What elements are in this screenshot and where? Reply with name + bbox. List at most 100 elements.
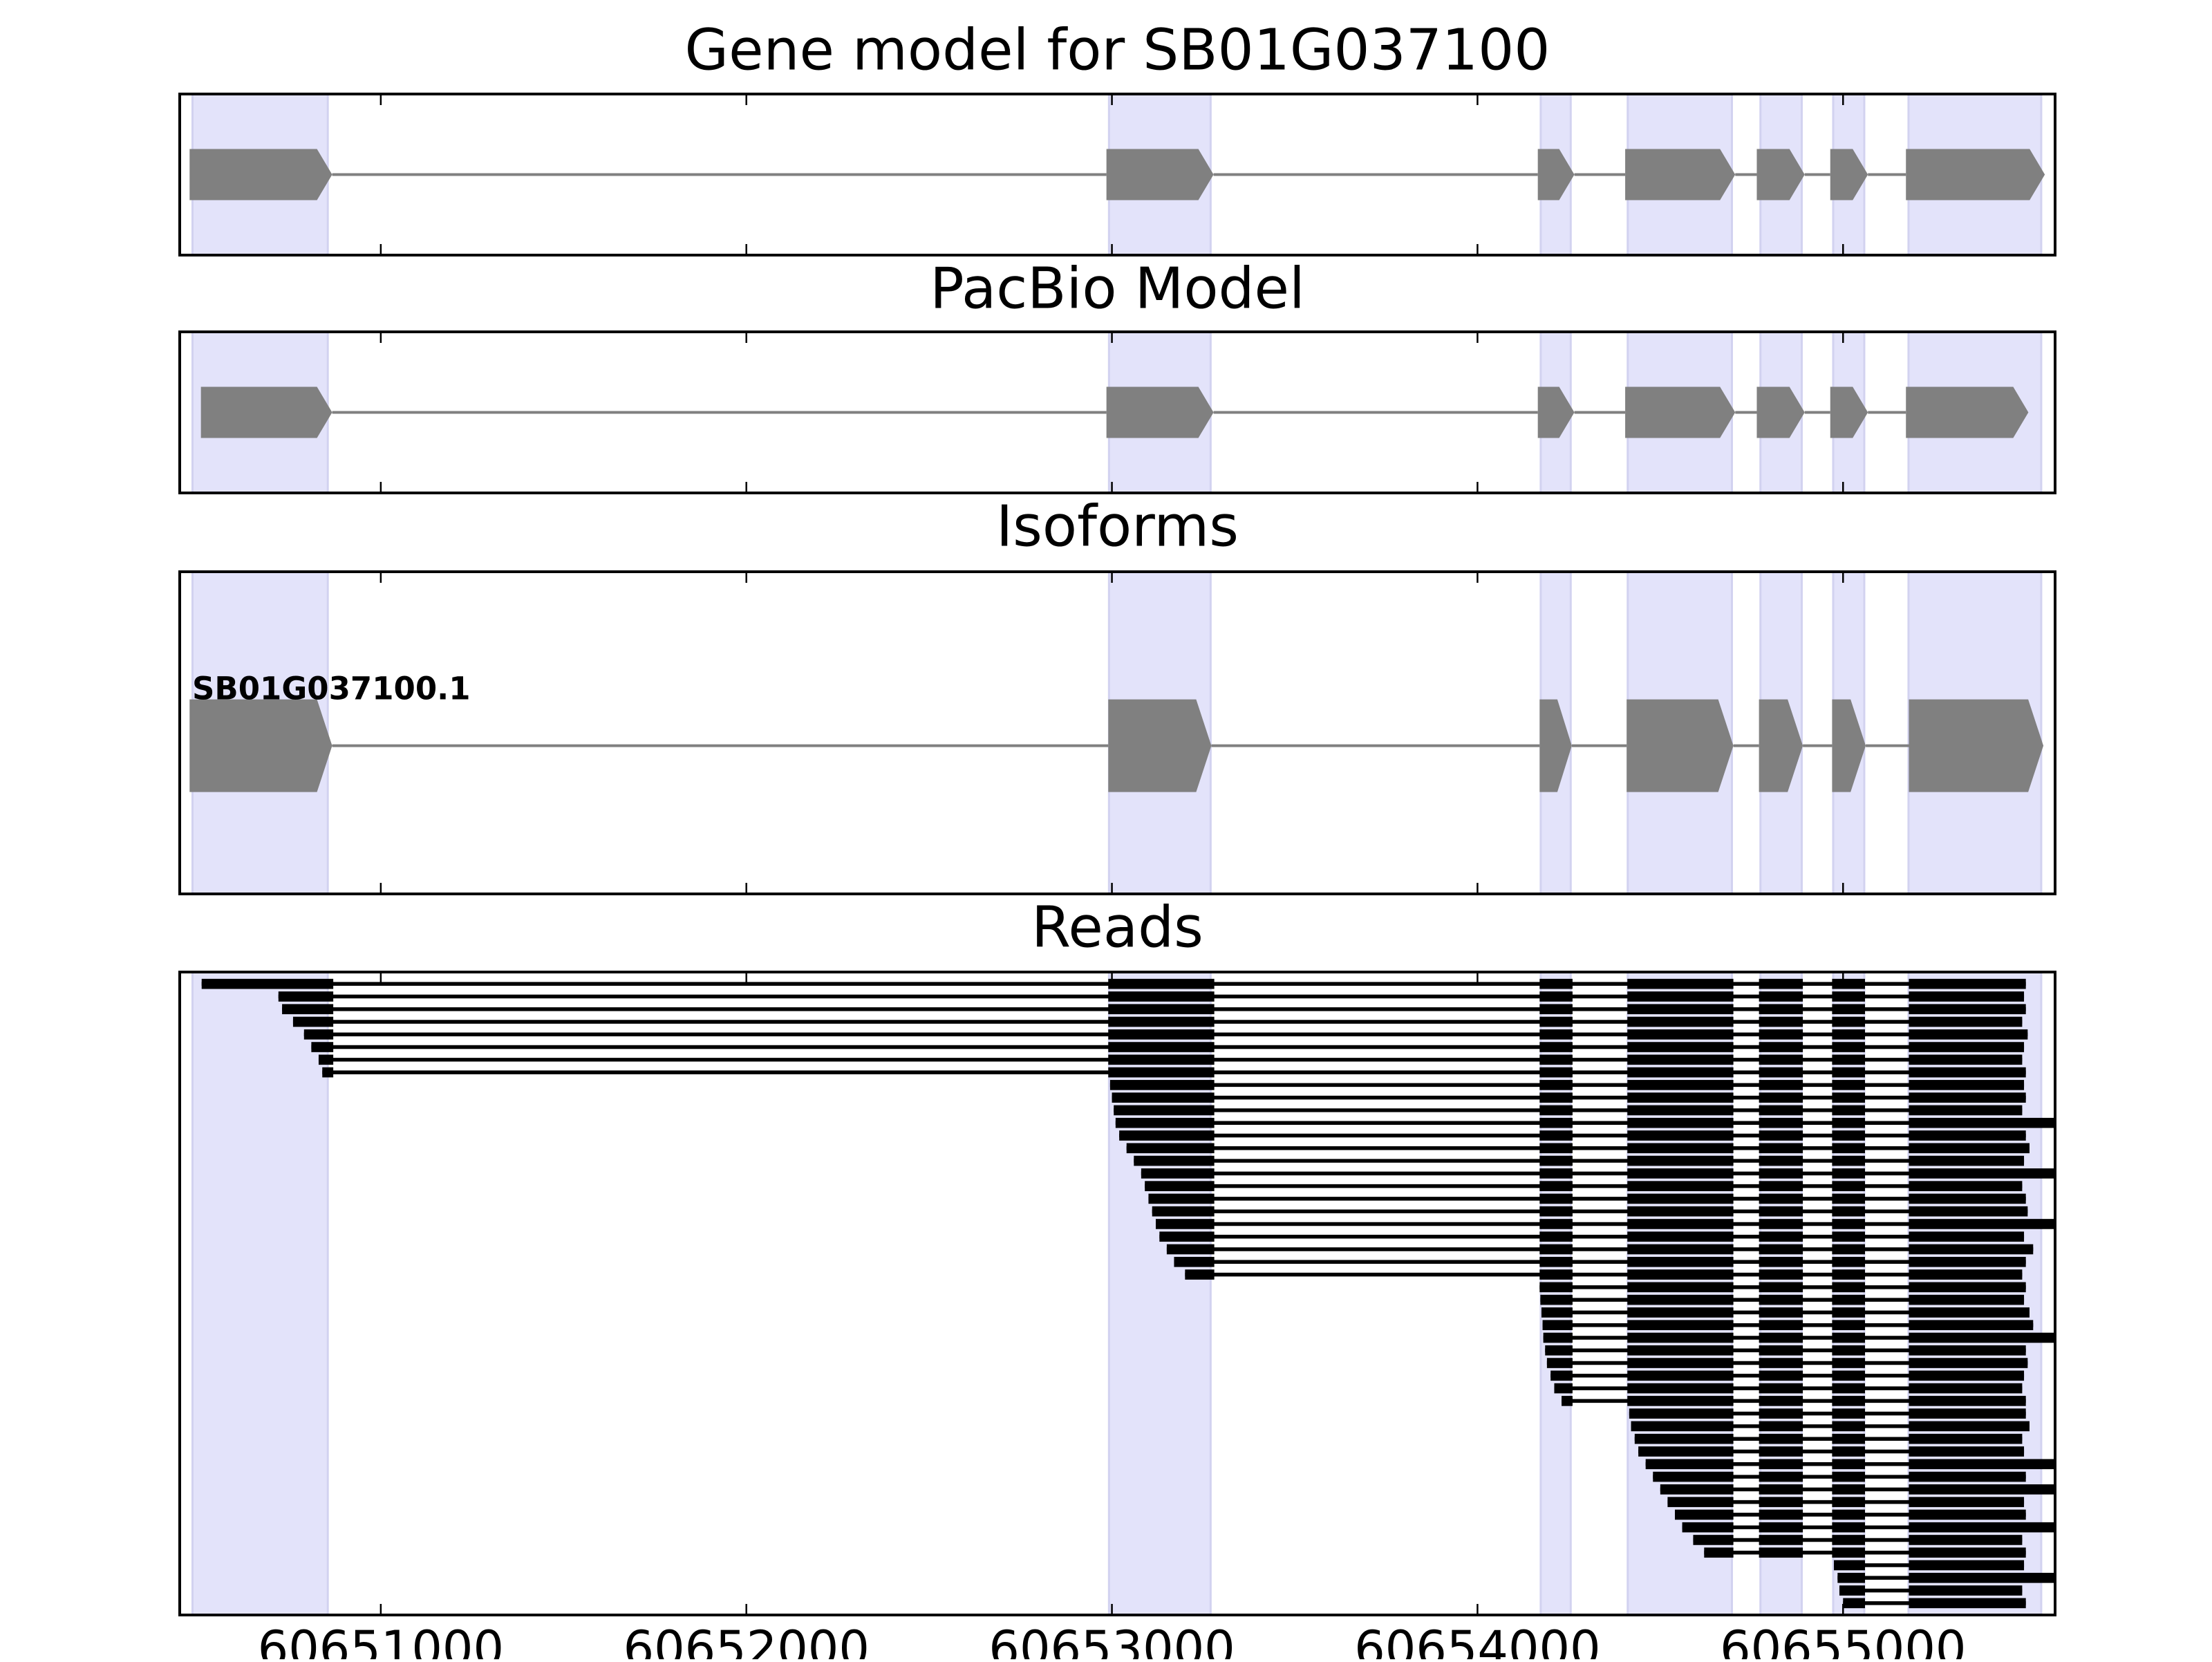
- read-block: [1909, 1105, 2023, 1116]
- read-block: [1627, 1092, 1734, 1103]
- panel-title: Gene model for SB01G037100: [685, 17, 1550, 83]
- read-block: [1114, 1105, 1215, 1116]
- read-block: [1909, 1396, 2026, 1406]
- read-block: [1627, 1370, 1734, 1381]
- read-block: [1759, 1497, 1803, 1507]
- read-block: [1909, 1497, 2025, 1507]
- panel-title: Reads: [1031, 895, 1203, 960]
- read-block: [1759, 1547, 1803, 1558]
- exon: [1909, 699, 2044, 792]
- read-block: [1108, 1029, 1215, 1040]
- read-block: [1909, 1004, 2026, 1015]
- read-block: [1909, 1560, 2025, 1571]
- read-block: [1909, 1042, 2025, 1052]
- read-block: [1148, 1193, 1215, 1204]
- read-block: [1909, 1421, 2030, 1432]
- read-block: [1909, 978, 2026, 989]
- read-block: [1909, 1547, 2026, 1558]
- read-block: [1909, 1408, 2026, 1419]
- read-block: [1909, 1294, 2025, 1305]
- exon: [1537, 149, 1575, 200]
- read-block: [1909, 1117, 2055, 1128]
- read-block: [1627, 1168, 1734, 1179]
- read-block: [1108, 1042, 1215, 1052]
- read-block: [1539, 978, 1573, 989]
- exon: [189, 149, 332, 200]
- read-block: [1832, 1256, 1865, 1267]
- read-block: [1759, 1143, 1803, 1154]
- panel-title: PacBio Model: [930, 256, 1305, 321]
- read-block: [1909, 1181, 2023, 1191]
- highlight-region: [1539, 971, 1572, 1616]
- read-block: [1832, 1282, 1865, 1293]
- read-block: [1832, 1408, 1865, 1419]
- read-block: [1562, 1396, 1573, 1406]
- read-block: [1909, 1370, 2025, 1381]
- read-block: [1832, 1332, 1865, 1343]
- read-block: [1627, 1004, 1734, 1015]
- read-block: [1832, 1231, 1865, 1242]
- read-block: [1539, 1042, 1573, 1052]
- read-block: [1627, 1307, 1734, 1318]
- exon: [1906, 386, 2029, 438]
- read-block: [1832, 1016, 1865, 1027]
- read-block: [1539, 1219, 1573, 1229]
- read-block: [1832, 1446, 1865, 1457]
- read-block: [1832, 1092, 1865, 1103]
- read-block: [1693, 1535, 1734, 1545]
- read-block: [1759, 1067, 1803, 1078]
- read-block: [1759, 978, 1803, 989]
- read-block: [1759, 1294, 1803, 1305]
- read-block: [1653, 1471, 1734, 1482]
- read-block: [1539, 1256, 1573, 1267]
- read-block: [1638, 1446, 1734, 1457]
- exon: [1832, 699, 1866, 792]
- read-block: [1704, 1547, 1734, 1558]
- read-block: [1909, 1231, 2025, 1242]
- read-block: [1909, 1598, 2026, 1609]
- exon: [1830, 149, 1868, 200]
- read-block: [1909, 1130, 2026, 1141]
- read-block: [1834, 1560, 1865, 1571]
- read-block: [282, 1004, 334, 1015]
- read-block: [1832, 1004, 1865, 1015]
- panel-frame: [178, 570, 2056, 895]
- read-block: [1909, 1572, 2055, 1583]
- read-block: [1539, 1067, 1573, 1078]
- read-block: [1759, 1282, 1803, 1293]
- read-block: [1837, 1572, 1865, 1583]
- read-block: [1667, 1497, 1734, 1507]
- read-block: [1759, 1535, 1803, 1545]
- read-block: [1627, 1181, 1734, 1191]
- exon: [1537, 386, 1575, 438]
- read-block: [1539, 1231, 1573, 1242]
- read-block: [1759, 1219, 1803, 1229]
- read-block: [1832, 1459, 1865, 1470]
- read-block: [1909, 1345, 2026, 1356]
- read-block: [1759, 1433, 1803, 1444]
- read-block: [1832, 1155, 1865, 1166]
- read-block: [1759, 1029, 1803, 1040]
- panel-title: Isoforms: [996, 494, 1239, 559]
- read-block: [1627, 1219, 1734, 1229]
- read-block: [1539, 991, 1573, 1002]
- highlight-region: [1759, 971, 1803, 1616]
- read-block: [1843, 1598, 1865, 1609]
- read-block: [1627, 1383, 1734, 1394]
- read-block: [1627, 1231, 1734, 1242]
- read-block: [1759, 1130, 1803, 1141]
- read-block: [1909, 1282, 2026, 1293]
- read-block: [1909, 1459, 2055, 1470]
- read-block: [1152, 1206, 1215, 1217]
- read-block: [311, 1042, 334, 1052]
- read-block: [278, 991, 334, 1002]
- x-tick-label: 60655000: [1720, 1621, 1966, 1659]
- read-block: [1832, 1105, 1865, 1116]
- read-block: [1759, 1155, 1803, 1166]
- read-block: [1909, 1206, 2028, 1217]
- read-block: [1759, 1117, 1803, 1128]
- read-block: [1909, 1358, 2028, 1368]
- exon: [1756, 386, 1805, 438]
- read-block: [1759, 1522, 1803, 1533]
- x-tick-label: 60653000: [988, 1621, 1235, 1659]
